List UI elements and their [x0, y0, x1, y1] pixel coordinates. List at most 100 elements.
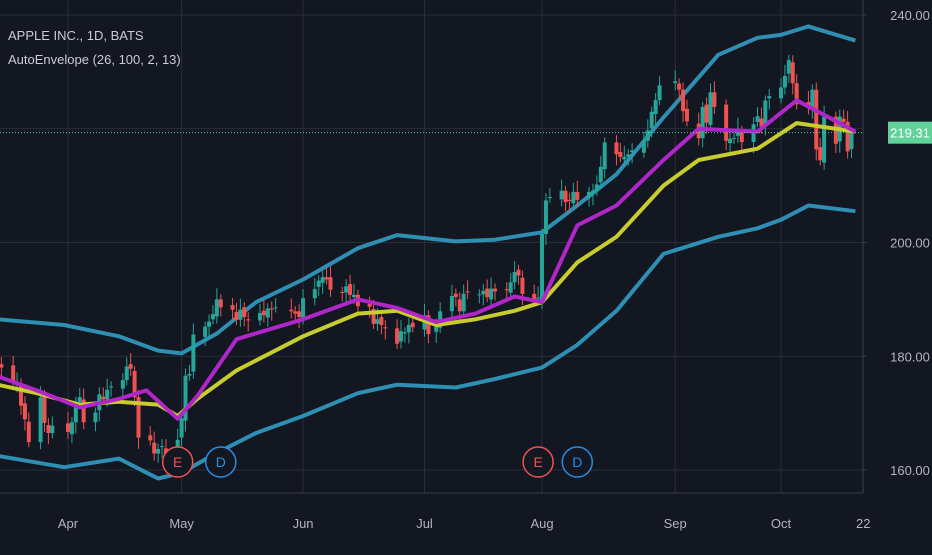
candle-body — [536, 297, 541, 299]
candle-body — [69, 422, 74, 435]
candle-body — [575, 191, 580, 200]
candle-body — [328, 277, 333, 290]
x-tick-label: 22 — [856, 516, 870, 531]
marker-circle[interactable] — [561, 446, 594, 478]
candle-body — [269, 308, 274, 310]
candle-body — [105, 389, 110, 400]
candle-body — [293, 311, 298, 314]
candle-body — [712, 92, 717, 107]
candle-body — [449, 295, 454, 312]
earnings-marker[interactable]: E — [161, 446, 194, 478]
candle-body — [234, 311, 239, 320]
marker-label: D — [572, 454, 582, 470]
moving-averages — [0, 98, 857, 421]
candle-body — [465, 291, 470, 293]
candle-body — [845, 121, 850, 152]
candle-body — [602, 142, 607, 170]
candle-body — [540, 233, 545, 300]
candle-body — [587, 191, 592, 198]
candle-body — [383, 327, 388, 329]
candle-body — [614, 142, 619, 155]
candle-body — [379, 317, 384, 325]
x-tick-label: Apr — [58, 516, 79, 531]
x-tick-label: Oct — [771, 516, 792, 531]
candle-body — [704, 104, 709, 123]
candle-body — [50, 425, 55, 434]
marker-label: E — [533, 454, 542, 470]
candle-body — [238, 309, 243, 320]
candle-body — [26, 421, 31, 443]
y-tick-label: 219.31 — [890, 126, 930, 141]
candle-body — [520, 277, 525, 294]
candle-body — [567, 199, 572, 201]
candle-body — [351, 294, 356, 298]
candle-body — [395, 328, 400, 344]
candle-body — [818, 147, 823, 161]
candle-body — [649, 111, 654, 129]
candle-body — [183, 375, 188, 421]
candle-body — [316, 280, 321, 287]
indicator-label[interactable]: AutoEnvelope (26, 100, 2, 13) — [8, 52, 181, 67]
candle-body — [179, 418, 184, 438]
candle-body — [516, 269, 521, 276]
candle-body — [626, 154, 631, 157]
dividend-marker[interactable]: D — [561, 446, 594, 478]
candle-body — [152, 442, 157, 454]
candle-body — [191, 334, 196, 372]
candle-body — [38, 397, 43, 443]
candle-body — [782, 75, 787, 88]
candle-body — [22, 403, 27, 420]
candle-body — [790, 62, 795, 84]
dividend-marker[interactable]: D — [205, 446, 237, 478]
candle-body — [563, 190, 568, 203]
candle-body — [132, 371, 137, 398]
candle-body — [598, 166, 603, 183]
candle-body — [207, 321, 212, 327]
candle-body — [398, 331, 403, 342]
candle-body — [457, 299, 462, 312]
candle-body — [367, 303, 372, 307]
candle-body — [728, 138, 733, 144]
x-tick-label: Jun — [293, 516, 314, 531]
candle-body — [485, 288, 490, 298]
candle-body — [187, 373, 192, 376]
y-tick-label: 200.00 — [890, 236, 930, 251]
candle-body — [504, 289, 509, 291]
candle-body — [101, 396, 106, 400]
candle-body — [547, 197, 552, 199]
candle-body — [124, 366, 129, 381]
y-tick-label: 180.00 — [890, 349, 930, 364]
candle-body — [814, 89, 819, 150]
candle-body — [81, 399, 86, 423]
candle-body — [673, 81, 678, 84]
candle-body — [779, 87, 783, 99]
marker-circle[interactable] — [161, 446, 194, 478]
candle-body — [136, 397, 141, 438]
candle-body — [630, 150, 635, 153]
marker-circle[interactable] — [522, 446, 554, 478]
grid — [0, 0, 864, 493]
symbol-title[interactable]: APPLE INC., 1D, BATS — [8, 28, 144, 43]
candle-body — [340, 291, 345, 293]
candle-body — [66, 423, 70, 432]
candle-body — [242, 307, 247, 318]
candle-body — [559, 190, 564, 200]
candle-body — [218, 299, 223, 308]
candle-body — [301, 298, 306, 320]
candle-body — [320, 277, 325, 283]
axes: 160.00 180.00 200.00 219.31 240.00 Apr May Jun J… — [0, 0, 932, 531]
candle-body — [477, 294, 482, 296]
candle-body — [794, 83, 799, 105]
candle-body — [312, 289, 317, 299]
marker-circle[interactable] — [205, 446, 237, 478]
candle-body — [684, 108, 689, 122]
candle-body — [128, 364, 133, 369]
candle-body — [849, 132, 854, 150]
candle-body — [410, 322, 415, 328]
candle-body — [109, 386, 114, 388]
x-tick-label: Sep — [664, 516, 687, 531]
earnings-marker[interactable]: E — [522, 446, 554, 478]
